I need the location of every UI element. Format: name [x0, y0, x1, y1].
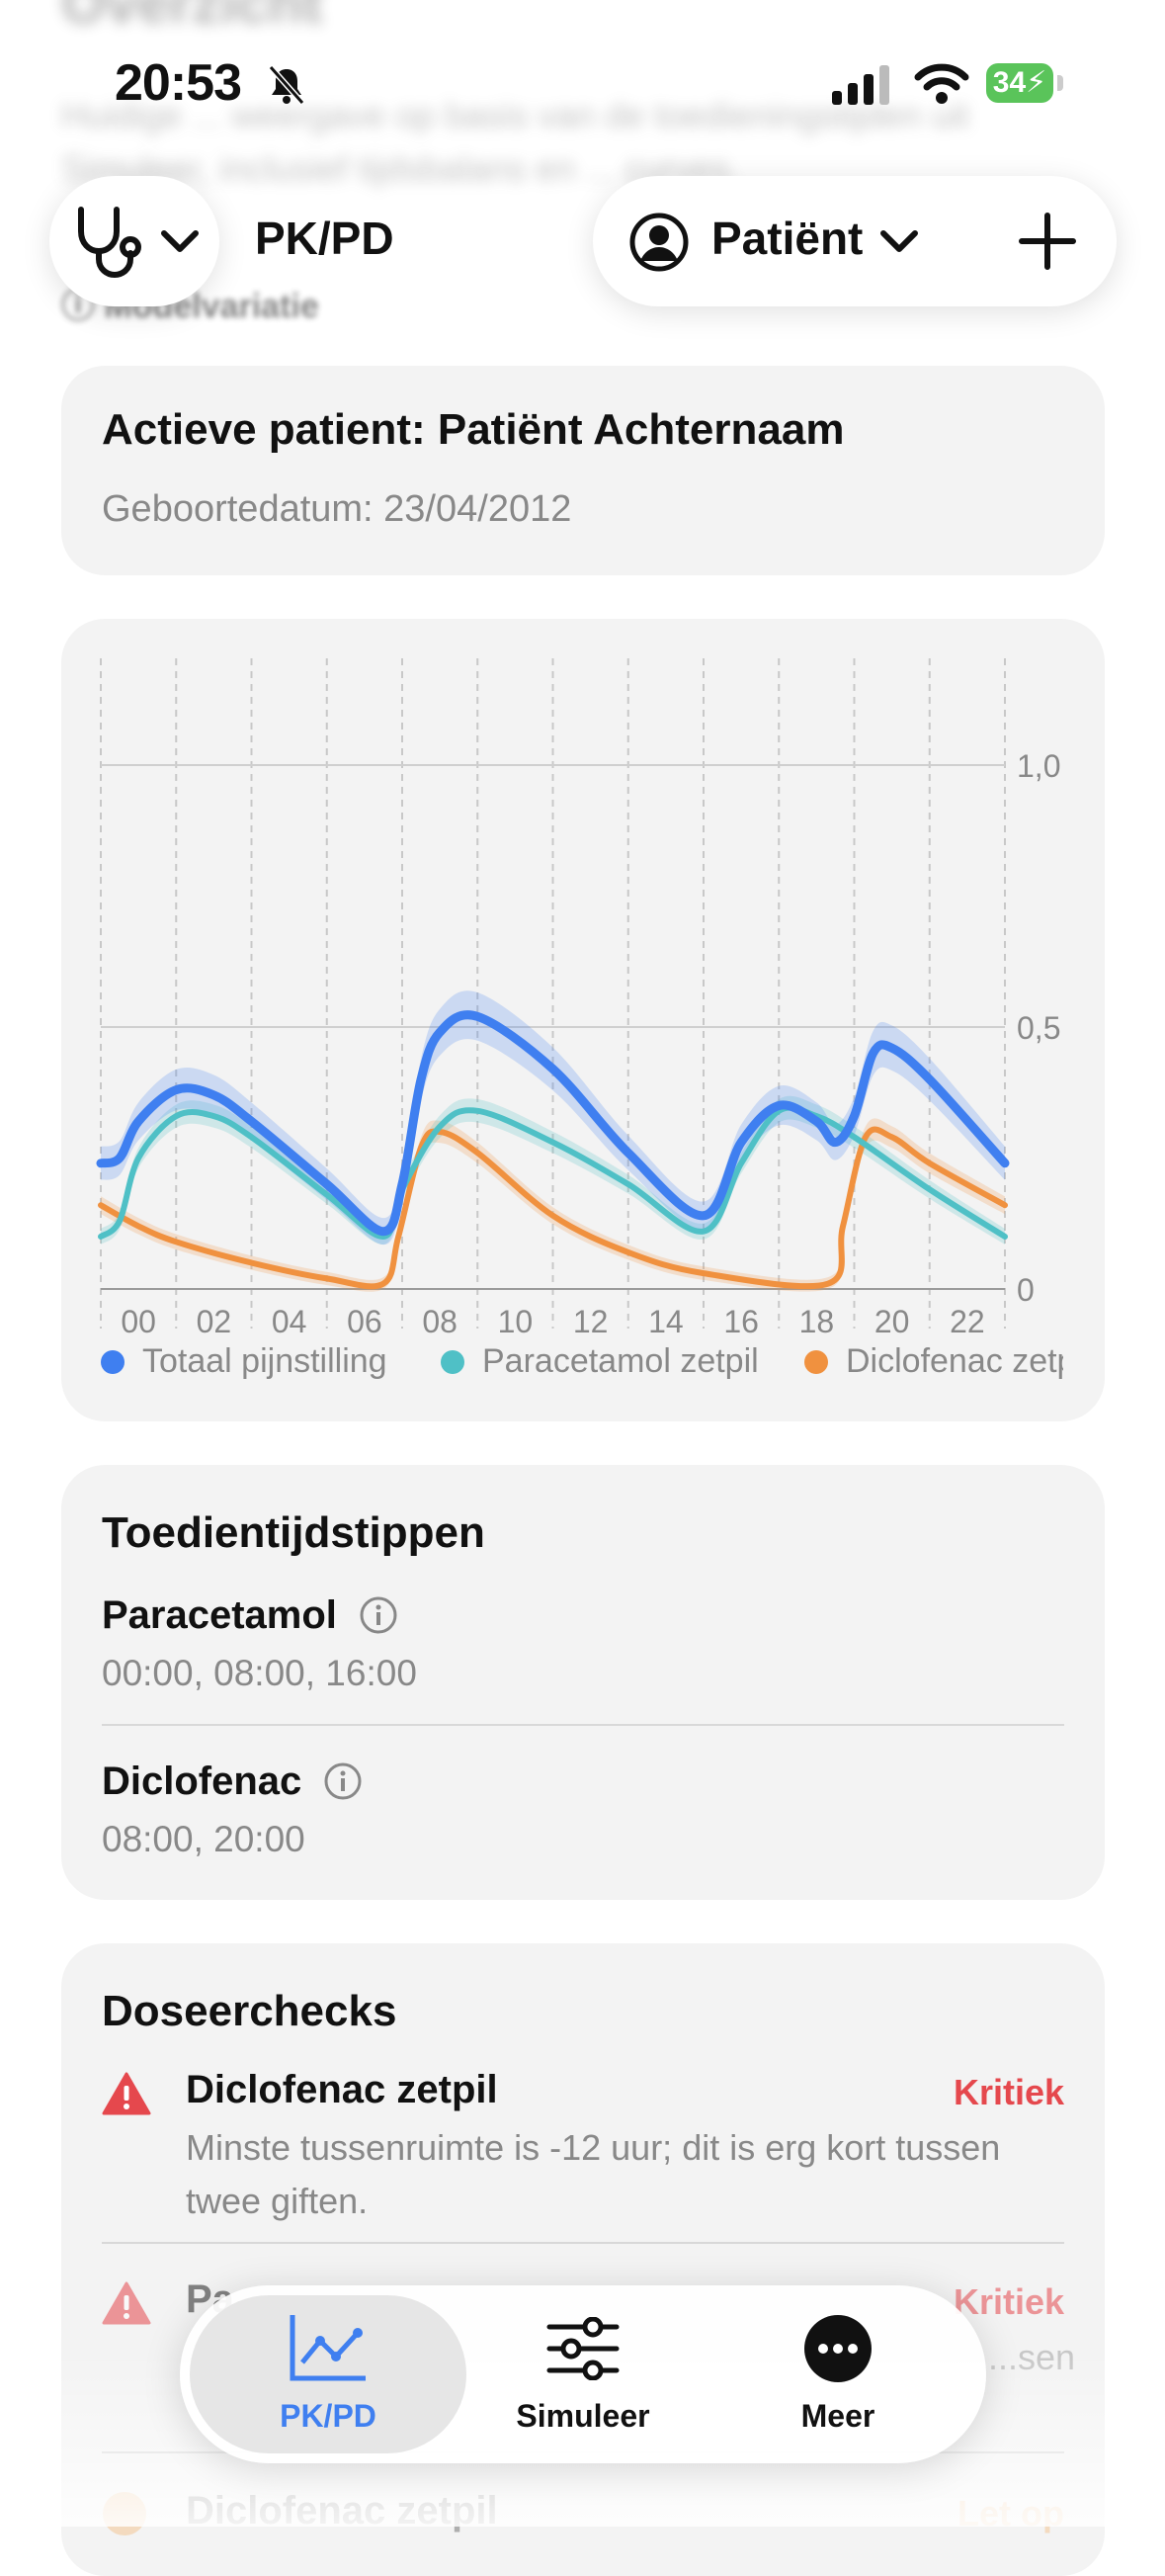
legend-dot [804, 1350, 828, 1374]
legend-item-total: Totaal pijnstilling [101, 1342, 387, 1381]
active-patient-name: Actieve patient: Patiënt Achternaam [102, 405, 845, 454]
tab-simuleer[interactable]: Simuleer [455, 2307, 711, 2446]
battery-level: 34 [992, 66, 1027, 99]
legend-item-diclofenac: Diclofenac zetpil [804, 1342, 1063, 1381]
chevron-down-icon [880, 230, 918, 252]
administration-times-title: Toedientijdstippen [102, 1508, 485, 1557]
profile-switcher-button[interactable] [49, 176, 219, 306]
x-tick-label: 20 [874, 1304, 910, 1339]
battery-nub [1057, 75, 1063, 91]
more-icon [804, 2315, 872, 2382]
patient-toolbar [593, 176, 1117, 306]
x-tick-label: 16 [723, 1304, 759, 1339]
x-tick-label: 02 [197, 1304, 232, 1339]
chevron-down-icon [161, 230, 199, 252]
background-title: Overzicht [61, 0, 323, 36]
x-tick-label: 06 [347, 1304, 382, 1339]
x-tick-label: 08 [422, 1304, 458, 1339]
y-tick-label: 0,5 [1017, 1010, 1060, 1046]
dose-checks-title: Doseerchecks [102, 1987, 397, 2035]
tab-active-highlight [190, 2295, 466, 2453]
person-circle-icon [629, 213, 689, 272]
active-patient-card [61, 366, 1105, 575]
patient-birthdate: Geboortedatum: 23/04/2012 [102, 488, 572, 530]
legend-item-paracetamol: Paracetamol zetpil [441, 1342, 759, 1381]
bell-slash-icon [268, 65, 305, 105]
check-item-name: Diclofenac zetpil [186, 2068, 498, 2111]
x-tick-label: 10 [498, 1304, 534, 1339]
legend-dot [101, 1350, 125, 1374]
warning-triangle-icon [102, 2072, 151, 2115]
x-tick-label: 00 [121, 1304, 156, 1339]
x-tick-label: 12 [573, 1304, 609, 1339]
tab-meer[interactable]: Meer [709, 2307, 966, 2446]
drug-name-paracetamol: Paracetamol [102, 1593, 337, 1637]
tab-label: Simuleer [516, 2398, 650, 2434]
info-icon[interactable] [359, 1595, 398, 1635]
page-title: PK/PD [255, 213, 394, 264]
wifi-icon [914, 63, 969, 104]
severity-badge: Kritiek [953, 2072, 1064, 2112]
check-item-message: Minste tussenruimte is -12 uur; dit is e… [186, 2127, 1001, 2221]
status-time: 20:53 [115, 54, 242, 112]
legend-label: Paracetamol zetpil [482, 1342, 759, 1380]
paracetamol-times: 00:00, 08:00, 16:00 [102, 1653, 417, 1693]
severity-badge: Kritiek [953, 2281, 1064, 2322]
pkpd-chart-card [61, 619, 1105, 1421]
x-tick-label: 14 [648, 1304, 684, 1339]
divider [102, 1724, 1064, 1726]
divider [102, 2242, 1064, 2244]
series-line-2 [98, 1126, 1008, 1290]
series-band-0 [101, 990, 1005, 1245]
x-tick-label: 18 [799, 1304, 835, 1339]
chart-line-icon [290, 2315, 366, 2381]
drug-name-diclofenac: Diclofenac [102, 1760, 302, 1803]
battery-indicator: 34⚡ [986, 63, 1053, 103]
series-line-0 [96, 1010, 1010, 1237]
cellular-signal-icon [832, 65, 889, 105]
y-tick-label: 0 [1017, 1272, 1035, 1308]
stethoscope-icon [78, 207, 141, 279]
plus-icon[interactable] [1018, 212, 1077, 271]
patient-selector-button[interactable]: Patiënt [711, 213, 864, 264]
background-description: Huidige ... weergave op basis van de toe… [61, 95, 969, 189]
sliders-icon [546, 2317, 620, 2380]
legend-label: Diclofenac zetpil [846, 1342, 1063, 1380]
x-tick-label: 04 [272, 1304, 307, 1339]
warning-triangle-icon [102, 2281, 151, 2325]
legend-label: Totaal pijnstilling [142, 1342, 387, 1380]
tab-label: Meer [800, 2398, 875, 2434]
legend-dot [441, 1350, 464, 1374]
tab-pkpd[interactable]: PK/PD [200, 2307, 457, 2446]
tab-label: PK/PD [280, 2398, 376, 2434]
administration-times-card [61, 1465, 1105, 1900]
y-tick-label: 1,0 [1017, 748, 1060, 784]
info-icon[interactable] [323, 1761, 363, 1801]
pkpd-chart[interactable]: 00 02 04 06 08 10 12 14 16 18 20 22 0 0,5 1,0 [61, 619, 1105, 1350]
diclofenac-times: 08:00, 20:00 [102, 1819, 305, 1859]
x-tick-label: 22 [950, 1304, 985, 1339]
